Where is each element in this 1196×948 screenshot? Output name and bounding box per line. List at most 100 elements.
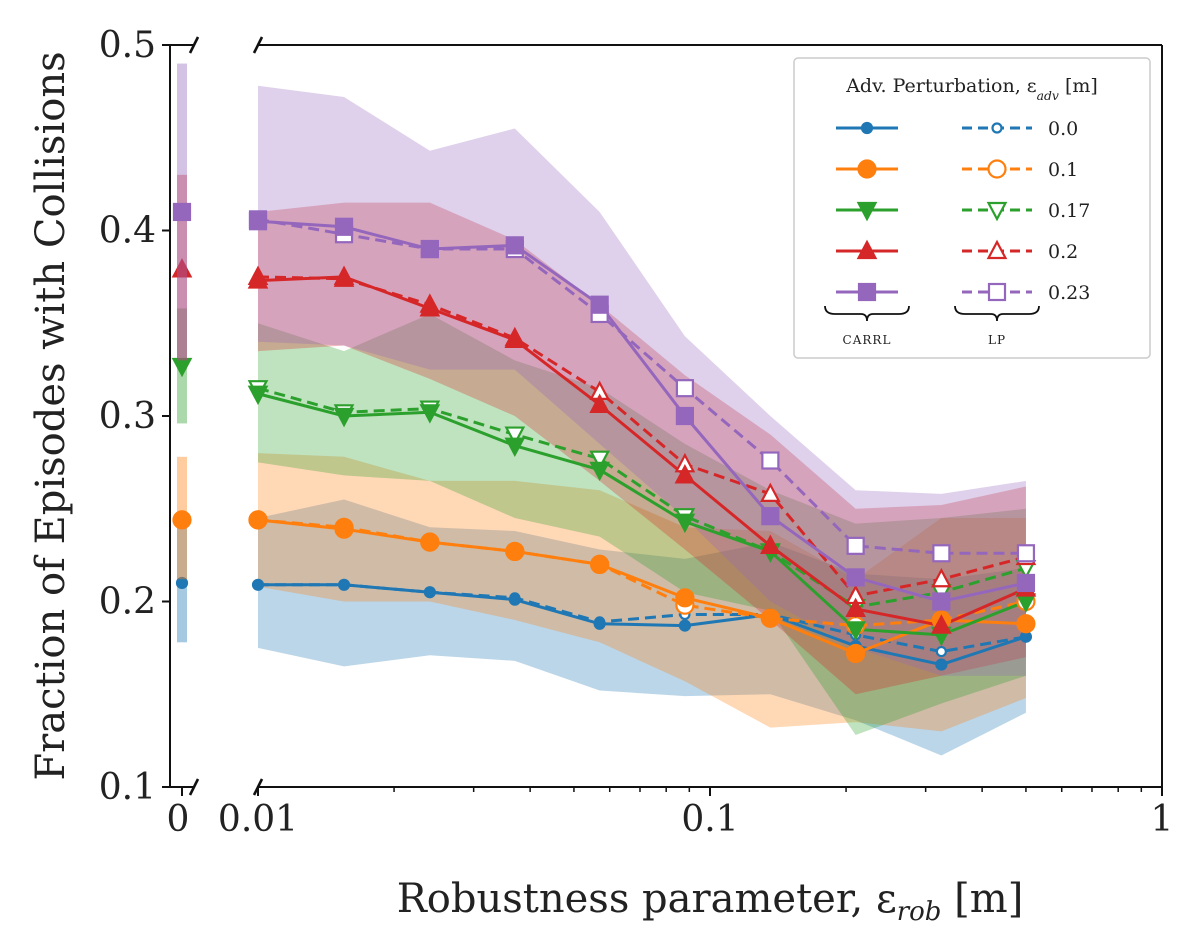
legend-title: Adv. Perturbation, εadv [m] bbox=[845, 75, 1098, 103]
point-lp-0.2 bbox=[931, 567, 952, 588]
point-carrl-0.1 bbox=[248, 510, 268, 530]
point-carrl-0.17 bbox=[845, 621, 866, 641]
point-carrl-0.23 bbox=[675, 406, 695, 426]
point-carrl-0.0 bbox=[508, 593, 521, 606]
line-carrl-0.2 bbox=[257, 275, 1027, 628]
zero-marker-0.23 bbox=[172, 202, 192, 222]
zero-marker-0.2 bbox=[171, 258, 193, 278]
point-carrl-0.23 bbox=[248, 212, 268, 231]
zero-panel bbox=[171, 63, 193, 643]
point-carrl-0.2 bbox=[845, 597, 866, 618]
legend-entry-label: 0.0 bbox=[1048, 118, 1078, 140]
point-carrl-0.0 bbox=[423, 586, 436, 599]
point-lp-0.23 bbox=[761, 451, 780, 470]
zero-marker-0.1 bbox=[172, 510, 192, 530]
point-carrl-0.2 bbox=[504, 328, 526, 349]
x-axis-label: Robustness parameter, εrob [m] bbox=[397, 876, 1024, 927]
point-carrl-0.23 bbox=[590, 295, 609, 314]
point-carrl-0.23 bbox=[846, 568, 865, 587]
axes: 0.1 0.2 0.3 0.4 0.5 0.01 0.1 1 0 bbox=[99, 25, 1174, 840]
point-carrl-0.23 bbox=[932, 592, 951, 611]
legend-marker-lp bbox=[986, 239, 1008, 260]
point-carrl-0.1 bbox=[590, 554, 610, 575]
y-tick-label: 0.3 bbox=[99, 396, 156, 437]
point-carrl-0.23 bbox=[761, 507, 780, 526]
point-carrl-0.2 bbox=[333, 265, 355, 285]
zero-marker-0.0 bbox=[175, 576, 189, 590]
zero-panel-x-tick-label: 0 bbox=[167, 799, 190, 840]
point-carrl-0.0 bbox=[251, 578, 265, 591]
point-lp-0.0 bbox=[935, 645, 947, 658]
point-carrl-0.17 bbox=[504, 437, 526, 458]
point-carrl-0.1 bbox=[675, 588, 695, 608]
legend-marker-lp bbox=[991, 122, 1003, 134]
point-carrl-0.2 bbox=[760, 534, 781, 554]
y-tick-label: 0.2 bbox=[99, 582, 156, 623]
axis-break-mark bbox=[188, 778, 200, 796]
line-lp-0.23 bbox=[257, 217, 1026, 555]
point-lp-0.2 bbox=[760, 482, 781, 503]
legend-marker-carrl bbox=[860, 121, 874, 135]
legend-marker-carrl bbox=[857, 159, 877, 179]
band-series-0.0 bbox=[258, 499, 1026, 756]
legend-entry-label: 0.2 bbox=[1048, 241, 1078, 263]
zero-marker-0.17 bbox=[171, 357, 193, 378]
point-carrl-0.0 bbox=[678, 619, 692, 632]
legend-box bbox=[793, 57, 1151, 359]
point-carrl-0.17 bbox=[333, 407, 355, 428]
legend: Adv. Perturbation, εadv [m] 0.0 0.1 0.17 0.2… bbox=[793, 57, 1151, 359]
legend-marker-lp bbox=[986, 201, 1008, 222]
axis-break-mark bbox=[252, 36, 264, 54]
legend-group-label: CARRL bbox=[843, 333, 892, 347]
point-lp-0.17 bbox=[504, 426, 526, 446]
point-carrl-0.1 bbox=[505, 541, 525, 562]
legend-entry-label: 0.17 bbox=[1048, 200, 1090, 222]
legend-marker-lp bbox=[987, 282, 1007, 302]
legend-marker-carrl bbox=[857, 282, 877, 302]
legend-group-brace bbox=[954, 305, 1040, 322]
x-tick-label: 0.1 bbox=[681, 799, 738, 840]
axis-labels: Robustness parameter, εrob [m] Fraction o… bbox=[28, 51, 1023, 927]
line-carrl-0.1 bbox=[257, 518, 1027, 656]
point-carrl-0.1 bbox=[1016, 614, 1036, 634]
band-series-0.1 bbox=[258, 453, 1026, 732]
point-carrl-0.23 bbox=[1016, 573, 1036, 593]
band-series-0.23 bbox=[258, 85, 1026, 676]
point-carrl-0.0 bbox=[337, 578, 351, 591]
point-carrl-0.17 bbox=[589, 461, 610, 482]
legend-group-brace bbox=[824, 305, 910, 322]
point-carrl-0.1 bbox=[846, 643, 866, 664]
point-lp-0.23 bbox=[846, 536, 865, 555]
line-lp-0.1 bbox=[257, 518, 1027, 628]
legend-marker-carrl bbox=[856, 201, 878, 222]
line-carrl-0.17 bbox=[257, 392, 1027, 637]
point-carrl-0.1 bbox=[334, 519, 354, 539]
line-carrl-0.23 bbox=[257, 219, 1027, 604]
point-lp-0.23 bbox=[1016, 544, 1036, 563]
legend-entry-label: 0.1 bbox=[1048, 159, 1078, 181]
series-markers bbox=[247, 210, 1037, 671]
y-tick-label: 0.5 bbox=[99, 25, 156, 66]
point-carrl-0.1 bbox=[420, 532, 440, 552]
series-lines bbox=[257, 217, 1027, 667]
point-carrl-0.2 bbox=[247, 269, 269, 289]
point-lp-0.23 bbox=[932, 544, 951, 563]
point-carrl-0.23 bbox=[334, 217, 354, 236]
point-carrl-0.2 bbox=[589, 393, 610, 413]
y-tick-label: 0.1 bbox=[99, 767, 156, 808]
point-carrl-0.0 bbox=[935, 658, 948, 671]
point-carrl-0.17 bbox=[419, 404, 441, 424]
point-lp-0.23 bbox=[675, 379, 695, 398]
x-tick-label: 0.01 bbox=[218, 799, 298, 840]
line-lp-0.0 bbox=[258, 583, 1027, 654]
y-tick-label: 0.4 bbox=[99, 211, 156, 252]
point-carrl-0.0 bbox=[593, 617, 606, 630]
point-lp-0.17 bbox=[589, 450, 610, 471]
point-carrl-0.17 bbox=[247, 385, 269, 406]
point-carrl-0.17 bbox=[674, 513, 696, 534]
point-carrl-0.2 bbox=[674, 464, 696, 484]
point-carrl-0.23 bbox=[505, 236, 524, 255]
y-axis-label: Fraction of Episodes with Collisions bbox=[28, 51, 74, 780]
x-tick-label: 1 bbox=[1151, 799, 1174, 840]
